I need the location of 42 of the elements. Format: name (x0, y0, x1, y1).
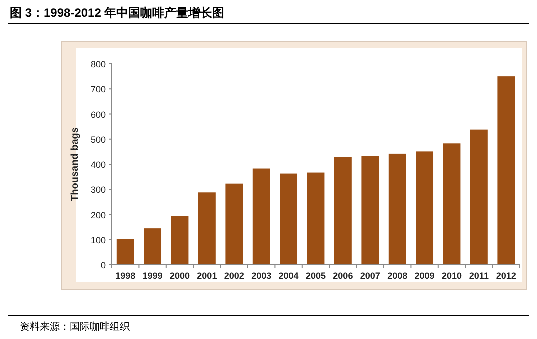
bar (280, 174, 298, 265)
x-tick-label: 1999 (142, 271, 163, 281)
y-tick-label: 300 (90, 185, 106, 196)
y-tick-label: 100 (90, 235, 106, 246)
x-tick-label: 2005 (306, 271, 326, 281)
bar (226, 184, 244, 265)
bar (334, 157, 352, 265)
bar (144, 228, 162, 265)
y-tick-label: 800 (90, 60, 106, 70)
x-tick-label: 2003 (252, 271, 272, 281)
x-tick-label: 2004 (278, 271, 299, 281)
bar (171, 216, 189, 265)
bar (416, 152, 434, 265)
x-tick-label: 2009 (414, 271, 435, 281)
y-tick-label: 500 (90, 134, 106, 145)
y-tick-label: 200 (90, 210, 106, 220)
x-tick-label: 2000 (170, 271, 190, 281)
x-tick-label: 2001 (197, 271, 218, 281)
x-tick-label: 2011 (469, 271, 489, 281)
text: 资料来源：国际咖啡组织 (20, 321, 130, 333)
y-axis-title: Thousand bags (70, 127, 81, 202)
bar (198, 192, 216, 265)
bar (116, 239, 134, 265)
bar (498, 76, 516, 265)
bar (307, 172, 325, 265)
bar (252, 168, 270, 265)
y-tick-label: 700 (90, 84, 106, 95)
y-tick-label: 600 (90, 110, 106, 120)
bar (362, 156, 380, 265)
bar (443, 144, 461, 265)
bar (470, 130, 488, 265)
bar (388, 154, 406, 265)
x-tick-label: 2008 (388, 271, 408, 281)
x-tick-label: 2010 (442, 271, 462, 281)
x-tick-label: 2006 (333, 271, 354, 281)
y-tick-label: 0 (100, 260, 106, 270)
y-tick-label: 400 (90, 160, 106, 170)
chart-title: 图 3：1998-2012 年中国咖啡产量增长图 (10, 6, 225, 20)
x-tick-label: 2012 (496, 271, 516, 281)
x-tick-label: 1998 (116, 271, 136, 281)
x-tick-label: 2007 (360, 271, 380, 281)
x-tick-label: 2002 (224, 271, 244, 281)
